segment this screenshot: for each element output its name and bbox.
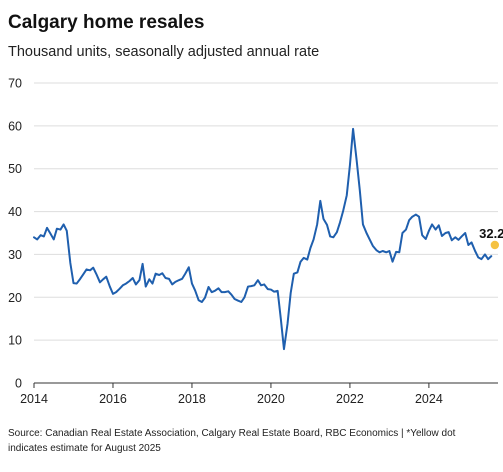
series-line-0 xyxy=(33,127,493,351)
estimate-marker: 32.2 xyxy=(479,226,503,250)
axes: 0 10 20 30 40 50 60 70 2014 2016 2018 2020 2022 2024 xyxy=(8,77,498,406)
x-tick-label-2016: 2016 xyxy=(99,392,127,406)
y-tick-label-10: 10 xyxy=(8,334,22,348)
y-tick-label-40: 40 xyxy=(8,205,22,219)
series xyxy=(33,127,493,351)
source-note: Source: Canadian Real Estate Association… xyxy=(8,428,456,454)
x-tick-label-2022: 2022 xyxy=(336,392,364,406)
y-tick-label-20: 20 xyxy=(8,291,22,305)
x-tick-label-2014: 2014 xyxy=(20,392,48,406)
estimate-label: 32.2 xyxy=(479,226,503,241)
y-tick-label-60: 60 xyxy=(8,119,22,133)
estimate-dot xyxy=(490,240,500,250)
chart-title: Calgary home resales xyxy=(8,12,205,33)
y-tick-label-30: 30 xyxy=(8,248,22,262)
y-tick-label-50: 50 xyxy=(8,162,22,176)
x-tick-label-2024: 2024 xyxy=(415,392,443,406)
chart-subtitle: Thousand units, seasonally adjusted annu… xyxy=(8,44,320,60)
x-tick-label-2018: 2018 xyxy=(178,392,206,406)
y-tick-label-0: 0 xyxy=(15,377,22,391)
x-tick-label-2020: 2020 xyxy=(257,392,285,406)
y-tick-label-70: 70 xyxy=(8,77,22,91)
gridlines xyxy=(34,82,498,341)
